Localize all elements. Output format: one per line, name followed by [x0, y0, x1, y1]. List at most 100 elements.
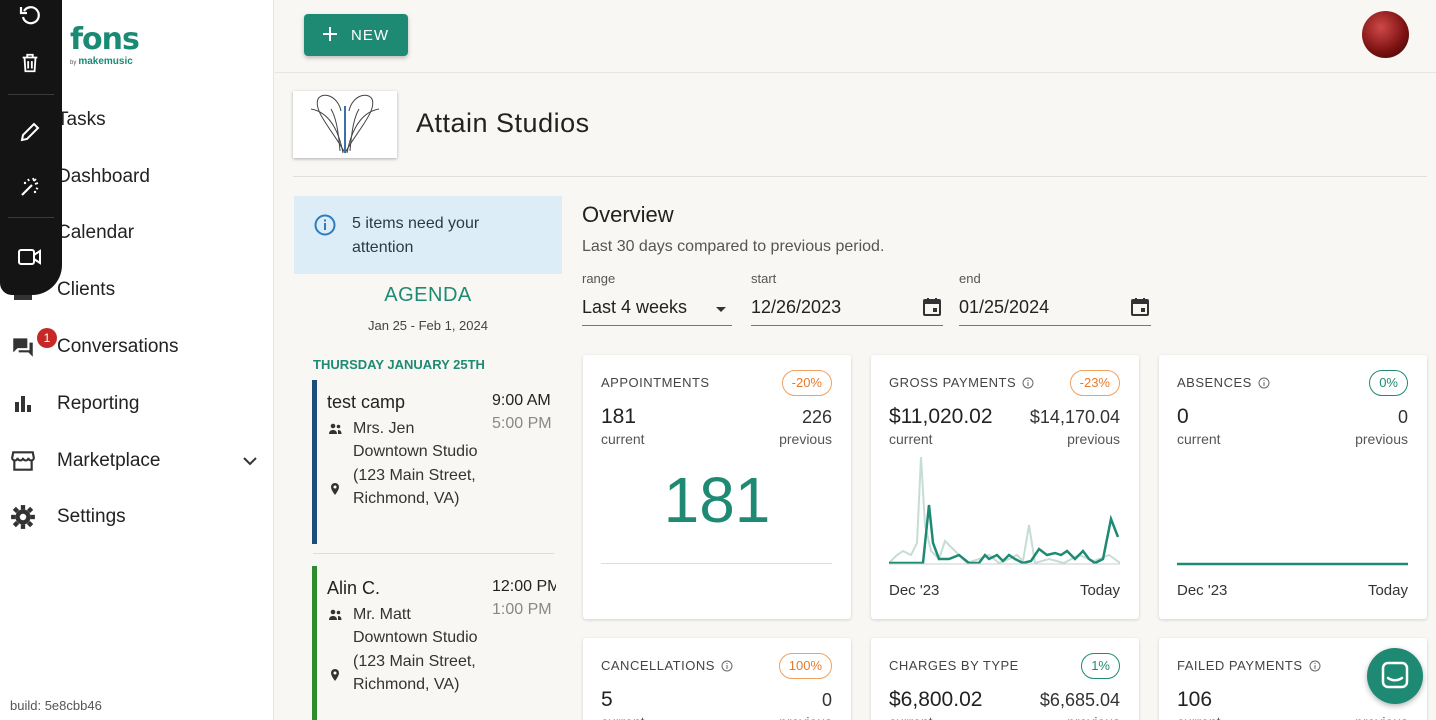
- sidebar-item-dashboard[interactable]: Dashboard: [0, 152, 274, 202]
- overview-title: Overview: [582, 202, 674, 227]
- sidebar-item-label: Dashboard: [57, 166, 150, 187]
- agenda-list: test camp 9:00 AM 5:00 PM Mrs. Jen Downt…: [300, 380, 556, 720]
- chat-bubble-icon: [1381, 661, 1409, 689]
- appointment-location: Downtown Studio (123 Main Street, Richmo…: [353, 443, 478, 508]
- sidebar-item-conversations[interactable]: 1 Conversations: [0, 322, 274, 372]
- appointment-start-time: 9:00 AM: [492, 392, 551, 409]
- magic-wand-icon[interactable]: [13, 170, 47, 204]
- absences-card[interactable]: ABSENCES 0% 0 0 current previous Dec '23…: [1159, 355, 1427, 619]
- pencil-icon[interactable]: [13, 115, 47, 149]
- studio-logo: [293, 91, 397, 158]
- previous-value: $14,170.04: [1029, 407, 1120, 427]
- current-value: 106: [1177, 688, 1213, 711]
- current-label: current: [1177, 714, 1221, 720]
- start-date-input[interactable]: 12/26/2023: [751, 294, 943, 326]
- user-avatar[interactable]: [1362, 11, 1409, 58]
- unread-badge: 1: [37, 328, 57, 348]
- appointment-item[interactable]: test camp 9:00 AM 5:00 PM Mrs. Jen Downt…: [312, 380, 556, 546]
- calendar-picker-icon[interactable]: [1129, 296, 1151, 318]
- previous-label: previous: [1067, 431, 1120, 447]
- info-icon[interactable]: [1022, 377, 1034, 389]
- chat-launcher-button[interactable]: [1367, 648, 1423, 704]
- gross-payments-card[interactable]: GROSS PAYMENTS -23% $11,020.02 $14,170.0…: [871, 355, 1139, 619]
- charges-by-type-card[interactable]: CHARGES BY TYPE 1% $6,800.02 $6,685.04 c…: [871, 638, 1139, 720]
- appointment-end-time: 5:00 PM: [492, 415, 552, 432]
- attention-alert[interactable]: 5 items need your attention: [294, 196, 562, 274]
- cancellations-card[interactable]: CANCELLATIONS 100% 5 0 current previous: [583, 638, 851, 720]
- current-value: 0: [1177, 405, 1189, 428]
- sidebar-item-label: Tasks: [57, 109, 106, 130]
- info-icon[interactable]: [1258, 377, 1270, 389]
- card-title: CANCELLATIONS: [601, 658, 733, 673]
- sidebar-item-reporting[interactable]: Reporting: [0, 379, 274, 429]
- appointments-card[interactable]: APPOINTMENTS -20% 181 226 current previo…: [583, 355, 851, 619]
- range-select[interactable]: Last 4 weeks: [582, 294, 732, 326]
- card-title: GROSS PAYMENTS: [889, 375, 1034, 390]
- sidebar: fons by makemusic Tasks Dashboard Calenda…: [0, 0, 274, 720]
- floating-annotation-toolbar: [0, 0, 62, 295]
- store-icon: [10, 448, 36, 474]
- agenda-divider: [313, 553, 554, 554]
- header-divider: [293, 176, 1427, 177]
- appointment-color-bar: [312, 566, 317, 720]
- info-icon[interactable]: [1309, 660, 1321, 672]
- fons-logo[interactable]: fons by makemusic: [70, 24, 140, 69]
- change-badge: 100%: [778, 653, 832, 679]
- axis-end-label: Today: [1367, 582, 1408, 599]
- sidebar-item-calendar[interactable]: Calendar: [0, 208, 274, 258]
- info-icon: [314, 214, 336, 241]
- sidebar-item-label: Marketplace: [57, 450, 161, 471]
- chevron-down-icon[interactable]: [240, 451, 260, 471]
- change-badge: 0%: [1369, 370, 1408, 396]
- chat-icon: 1: [10, 328, 57, 360]
- previous-label: previous: [779, 431, 832, 447]
- new-button-label: NEW: [351, 27, 389, 44]
- current-value: 5: [601, 688, 613, 711]
- start-label: start: [751, 271, 777, 286]
- calendar-picker-icon[interactable]: [921, 296, 943, 318]
- agenda-range: Jan 25 - Feb 1, 2024: [368, 318, 488, 333]
- previous-label: previous: [779, 714, 832, 720]
- current-label: current: [889, 714, 933, 720]
- sidebar-item-clients[interactable]: Clients: [0, 265, 274, 315]
- sidebar-item-tasks[interactable]: Tasks: [0, 95, 274, 145]
- trash-icon[interactable]: [13, 46, 47, 80]
- sidebar-item-settings[interactable]: Settings: [0, 492, 274, 542]
- card-baseline: [601, 563, 832, 564]
- appointment-name: test camp: [327, 392, 406, 412]
- info-icon[interactable]: [721, 660, 733, 672]
- sidebar-item-marketplace[interactable]: Marketplace: [0, 436, 274, 486]
- overview-subtitle: Last 30 days compared to previous period…: [582, 238, 885, 255]
- undo-icon[interactable]: [13, 0, 47, 32]
- big-metric: 181: [663, 464, 771, 536]
- change-badge: -20%: [781, 370, 832, 396]
- axis-start-label: Dec '23: [1177, 582, 1228, 599]
- appointment-item[interactable]: Alin C. 12:00 PM 1:00 PM Mr. Matt Downto…: [312, 566, 556, 720]
- top-bar: NEW: [275, 0, 1436, 73]
- end-date-input[interactable]: 01/25/2024: [959, 294, 1151, 326]
- appointment-location: Downtown Studio (123 Main Street, Richmo…: [353, 629, 478, 694]
- agenda-day-header: THURSDAY JANUARY 25TH: [313, 357, 485, 372]
- video-camera-icon[interactable]: [13, 240, 47, 274]
- previous-label: previous: [1355, 714, 1408, 720]
- plus-icon: [323, 27, 337, 41]
- current-label: current: [601, 431, 645, 447]
- previous-label: previous: [1067, 714, 1120, 720]
- new-button[interactable]: NEW: [304, 14, 408, 56]
- sparkline-chart: [889, 456, 1120, 565]
- card-title: APPOINTMENTS: [601, 375, 710, 390]
- previous-value: $6,685.04: [1039, 690, 1120, 710]
- card-title: CHARGES BY TYPE: [889, 658, 1019, 673]
- sidebar-item-label: Conversations: [57, 336, 179, 357]
- previous-value: 226: [801, 407, 832, 427]
- end-label: end: [959, 271, 981, 286]
- end-date-value: 01/25/2024: [959, 297, 1050, 317]
- card-title: ABSENCES: [1177, 375, 1270, 390]
- toolbar-divider: [8, 94, 54, 95]
- sidebar-item-label: Settings: [57, 506, 126, 527]
- build-version: build: 5e8cbb46: [10, 698, 102, 713]
- sparkline-chart: [1177, 562, 1408, 566]
- people-icon: [329, 609, 342, 620]
- previous-label: previous: [1355, 431, 1408, 447]
- range-label: range: [582, 271, 616, 286]
